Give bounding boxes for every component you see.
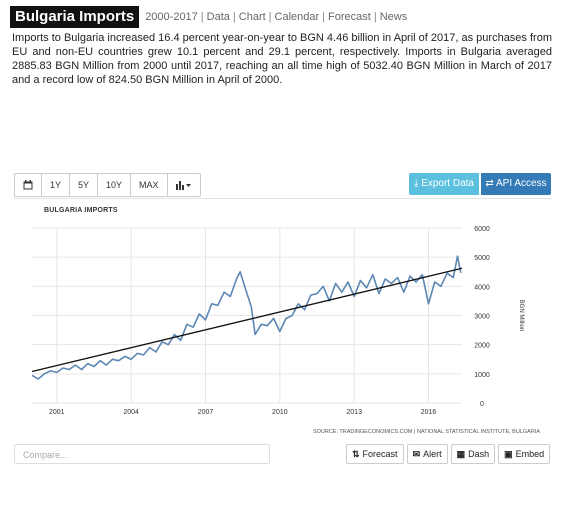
envelope-icon: ✉ xyxy=(412,449,421,459)
y-tick-label: 4000 xyxy=(474,284,490,291)
page-title: Bulgaria Imports xyxy=(10,6,140,28)
link-news[interactable]: News xyxy=(379,11,408,23)
x-tick-label: 2016 xyxy=(421,409,437,416)
y-tick-label: 0 xyxy=(480,401,484,408)
chart-area: BULGARIA IMPORTS 0 1000 2000 3000 4000 5000 60… xyxy=(14,198,552,439)
page-header: Bulgaria Imports 2000-2017 | Data | Chart | Ca… xyxy=(10,6,407,28)
image-icon: ▣ xyxy=(504,449,513,459)
y-tick-label: 6000 xyxy=(474,226,490,233)
embed-button[interactable]: ▣ Embed xyxy=(498,444,551,464)
api-access-button[interactable]: ⇄ API Access xyxy=(481,173,551,195)
x-tick-label: 2010 xyxy=(272,409,288,416)
y-tick-label: 3000 xyxy=(474,314,490,321)
sort-icon: ⇅ xyxy=(352,449,360,459)
description-text: Imports to Bulgaria increased 16.4 perce… xyxy=(12,32,552,86)
chart-toolbar: 1Y 5Y 10Y MAX xyxy=(14,173,201,197)
export-data-button[interactable]: ⤓ Export Data xyxy=(409,173,479,195)
link-date-range[interactable]: 2000-2017 xyxy=(145,11,198,23)
x-tick-label: 2004 xyxy=(123,409,139,416)
link-chart[interactable]: Chart xyxy=(238,11,266,23)
range-max-button[interactable]: MAX xyxy=(131,174,168,196)
exchange-icon: ⇄ xyxy=(485,178,497,189)
link-calendar[interactable]: Calendar xyxy=(274,11,320,23)
forecast-button[interactable]: ⇅ Forecast xyxy=(346,444,404,464)
bar-chart-icon xyxy=(175,181,191,190)
range-1y-button[interactable]: 1Y xyxy=(42,174,71,196)
x-tick-label: 2007 xyxy=(198,409,214,416)
chart-type-button[interactable] xyxy=(168,174,200,196)
dash-button[interactable]: ▦ Dash xyxy=(450,444,496,464)
download-icon: ⤓ xyxy=(413,178,422,189)
imports-series-line xyxy=(31,255,462,380)
y-axis-label: BGN Million xyxy=(518,300,524,332)
y-tick-label: 1000 xyxy=(474,372,490,379)
link-data[interactable]: Data xyxy=(206,11,230,23)
x-tick-label: 2013 xyxy=(346,409,362,416)
chart-actions: ⇅ Forecast ✉ Alert ▦ Dash ▣ Embed xyxy=(343,444,551,464)
calendar-icon xyxy=(23,180,33,190)
chart-source: SOURCE: TRADINGECONOMICS.COM | NATIONAL … xyxy=(312,429,540,435)
y-tick-label: 5000 xyxy=(474,255,490,262)
link-forecast[interactable]: Forecast xyxy=(328,11,371,23)
header-links: 2000-2017 | Data | Chart | Calendar | Forecast | N… xyxy=(145,11,408,23)
calendar-button[interactable] xyxy=(15,174,42,196)
alert-button[interactable]: ✉ Alert xyxy=(406,444,448,464)
imports-chart: 0 1000 2000 3000 4000 5000 6000 2001 2004 2007 201… xyxy=(31,226,524,416)
range-5y-button[interactable]: 5Y xyxy=(70,174,99,196)
y-tick-label: 2000 xyxy=(474,343,490,350)
chart-title: BULGARIA IMPORTS xyxy=(44,207,118,214)
x-tick-label: 2001 xyxy=(49,409,65,416)
grid-icon: ▦ xyxy=(456,449,466,459)
trend-line xyxy=(31,267,463,373)
range-10y-button[interactable]: 10Y xyxy=(98,174,132,196)
compare-input[interactable]: Compare... xyxy=(14,444,270,464)
